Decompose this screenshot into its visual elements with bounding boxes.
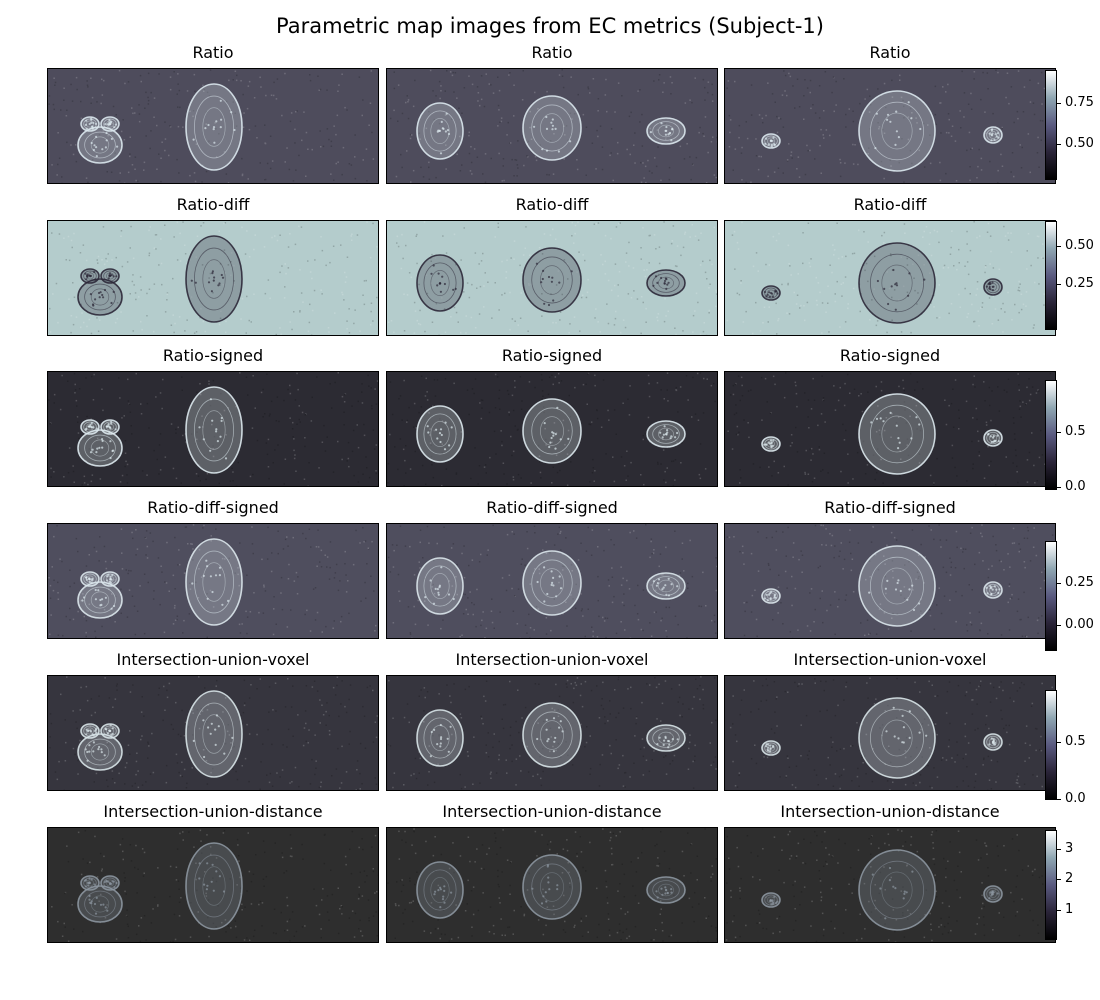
figure-title: Parametric map images from EC metrics (S… [276, 14, 824, 38]
brain-slice-image [387, 69, 717, 183]
parametric-map-image [47, 827, 379, 943]
brain-slice-image [48, 828, 378, 942]
parametric-map-image [386, 371, 718, 487]
colorbar-tick-label: 2 [1065, 871, 1074, 886]
panel-title: Intersection-union-distance [442, 802, 662, 821]
colorbar-tick [1057, 742, 1061, 743]
colorbar-tick [1057, 432, 1061, 433]
parametric-map-image [724, 827, 1056, 943]
colorbar-tick [1057, 487, 1061, 488]
panel-title: Intersection-union-distance [780, 802, 1000, 821]
brain-slice-image [48, 221, 378, 335]
brain-slice-image [725, 69, 1055, 183]
colorbar-tick [1057, 583, 1061, 584]
colorbar [1045, 690, 1057, 800]
colorbar [1045, 541, 1057, 651]
panel-title: Ratio-diff [515, 195, 589, 214]
parametric-map-image [47, 523, 379, 639]
colorbar [1045, 830, 1057, 940]
colorbar-tick [1057, 103, 1061, 104]
parametric-map-image [386, 220, 718, 336]
panel-title: Ratio-diff-signed [486, 498, 618, 517]
panel-title: Ratio-diff [176, 195, 250, 214]
colorbar [1045, 221, 1057, 330]
colorbar-tick-label: 0.0 [1065, 791, 1086, 806]
colorbar-tick-label: 1 [1065, 902, 1074, 917]
panel-title: Ratio-diff [853, 195, 927, 214]
panel-title: Ratio-signed [501, 346, 603, 365]
parametric-map-image [386, 827, 718, 943]
panel-title: Ratio [531, 43, 573, 62]
parametric-map-image [724, 523, 1056, 639]
panel-title: Ratio [192, 43, 234, 62]
panel-title: Ratio-diff-signed [824, 498, 956, 517]
colorbar-tick [1057, 144, 1061, 145]
colorbar-tick-label: 3 [1065, 841, 1074, 856]
panel-title: Intersection-union-voxel [116, 650, 310, 669]
parametric-map-image [386, 68, 718, 184]
parametric-map-image [724, 371, 1056, 487]
parametric-map-image [724, 675, 1056, 791]
parametric-map-image [47, 371, 379, 487]
parametric-map-image [724, 220, 1056, 336]
colorbar [1045, 380, 1057, 490]
colorbar-tick-label: 0.00 [1065, 617, 1094, 632]
colorbar-tick-label: 0.50 [1065, 238, 1094, 253]
parametric-map-image [386, 523, 718, 639]
panel-title: Intersection-union-voxel [455, 650, 649, 669]
panel-title: Intersection-union-distance [103, 802, 323, 821]
parametric-map-image [386, 675, 718, 791]
panel-title: Ratio-signed [839, 346, 941, 365]
brain-slice-image [387, 828, 717, 942]
colorbar-tick-label: 0.5 [1065, 424, 1086, 439]
colorbar-tick-label: 0.75 [1065, 95, 1094, 110]
panel-title: Ratio-signed [162, 346, 264, 365]
brain-slice-image [387, 372, 717, 486]
parametric-map-image [47, 220, 379, 336]
brain-slice-image [725, 676, 1055, 790]
colorbar-tick [1057, 625, 1061, 626]
parametric-map-image [724, 68, 1056, 184]
colorbar-tick [1057, 849, 1061, 850]
colorbar [1045, 70, 1057, 180]
colorbar-tick [1057, 879, 1061, 880]
panel-title: Intersection-union-voxel [793, 650, 987, 669]
parametric-map-image [47, 675, 379, 791]
colorbar-tick [1057, 910, 1061, 911]
colorbar-tick-label: 0.0 [1065, 479, 1086, 494]
colorbar-tick-label: 0.25 [1065, 575, 1094, 590]
colorbar-tick [1057, 246, 1061, 247]
colorbar-tick-label: 0.50 [1065, 136, 1094, 151]
colorbar-tick-label: 0.25 [1065, 276, 1094, 291]
brain-slice-image [387, 524, 717, 638]
colorbar-tick [1057, 799, 1061, 800]
brain-slice-image [48, 372, 378, 486]
brain-slice-image [48, 524, 378, 638]
brain-slice-image [725, 221, 1055, 335]
parametric-map-image [47, 68, 379, 184]
panel-title: Ratio-diff-signed [147, 498, 279, 517]
brain-slice-image [48, 676, 378, 790]
colorbar-tick-label: 0.5 [1065, 734, 1086, 749]
brain-slice-image [725, 524, 1055, 638]
brain-slice-image [387, 676, 717, 790]
brain-slice-image [725, 828, 1055, 942]
brain-slice-image [387, 221, 717, 335]
colorbar-tick [1057, 284, 1061, 285]
brain-slice-image [725, 372, 1055, 486]
panel-title: Ratio [869, 43, 911, 62]
brain-slice-image [48, 69, 378, 183]
